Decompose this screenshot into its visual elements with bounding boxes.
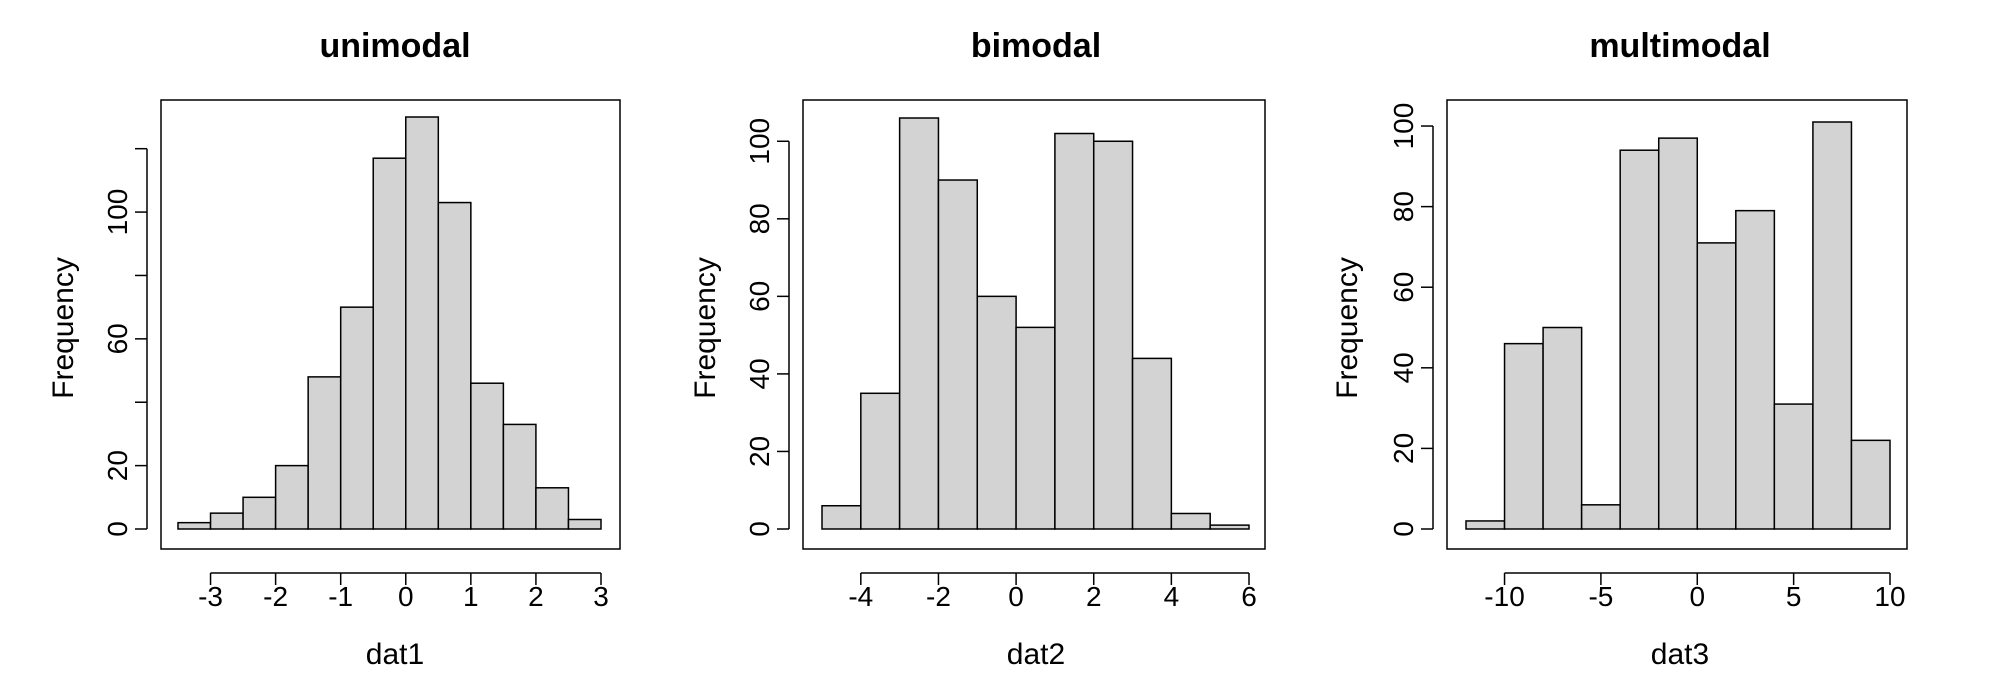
y-tick-label: 60 bbox=[744, 281, 775, 312]
histogram-bar bbox=[1131, 357, 1173, 530]
x-tick-label: -5 bbox=[1588, 581, 1613, 612]
panel-unimodal: unimodal dat1 Frequency -3 -2 -1 0 1 2 3 0 20 60 1… bbox=[47, 27, 621, 671]
y-tick-label: 20 bbox=[744, 436, 775, 467]
panel-multimodal: multimodal dat3 Frequency -10 -5 0 5 1002040… bbox=[1331, 27, 1908, 671]
x-tick-label: -10 bbox=[1484, 581, 1524, 612]
histogram-bar bbox=[1619, 149, 1660, 530]
histogram-bar bbox=[307, 376, 342, 530]
histogram-bar bbox=[1015, 326, 1056, 530]
histogram-bar bbox=[1542, 326, 1583, 530]
histogram-bar bbox=[470, 382, 505, 530]
plot-frame bbox=[802, 99, 1266, 550]
y-axis: 0 20 40 60 80 100 bbox=[744, 118, 790, 537]
y-tick-label: 20 bbox=[1388, 433, 1419, 464]
histogram-bar bbox=[177, 521, 212, 530]
histogram-bar bbox=[209, 512, 244, 530]
histogram-bar bbox=[1465, 520, 1506, 530]
histogram-bar bbox=[1735, 209, 1776, 530]
histogram-bar bbox=[1170, 512, 1211, 530]
histogram-bar bbox=[937, 179, 979, 530]
histogram-bar bbox=[535, 487, 570, 530]
bars bbox=[821, 117, 1250, 530]
x-tick-label: -2 bbox=[263, 581, 288, 612]
histogram-bar bbox=[502, 423, 537, 530]
x-tick-label: -3 bbox=[198, 581, 223, 612]
x-tick-label: 2 bbox=[1086, 581, 1102, 612]
y-tick-label: 0 bbox=[744, 521, 775, 537]
y-tick-label: 60 bbox=[102, 323, 133, 354]
x-tick-label: 0 bbox=[398, 581, 414, 612]
histogram-bar bbox=[437, 201, 472, 530]
histogram-bar bbox=[1209, 524, 1250, 530]
histogram-bar bbox=[372, 157, 407, 530]
x-axis: -3 -2 -1 0 1 2 3 bbox=[198, 572, 609, 612]
y-tick-label: 20 bbox=[102, 450, 133, 481]
x-tick-label: 1 bbox=[463, 581, 479, 612]
x-tick-label: 5 bbox=[1786, 581, 1802, 612]
y-axis-label: Frequency bbox=[47, 257, 80, 399]
histogram-bar bbox=[821, 504, 862, 530]
bars bbox=[177, 116, 602, 530]
histogram-bar bbox=[1092, 140, 1134, 530]
y-tick-label: 100 bbox=[102, 189, 133, 236]
y-tick-label: 0 bbox=[1388, 521, 1419, 537]
y-tick-label: 40 bbox=[744, 358, 775, 389]
histogram-bar bbox=[339, 306, 374, 530]
x-axis: -10 -5 0 5 10 bbox=[1484, 572, 1906, 612]
y-axis-label: Frequency bbox=[1331, 257, 1364, 399]
x-tick-label: -4 bbox=[848, 581, 873, 612]
x-axis-label: dat2 bbox=[1007, 638, 1065, 671]
histogram-bar bbox=[898, 117, 940, 530]
bars bbox=[1465, 121, 1891, 530]
x-tick-label: 2 bbox=[528, 581, 544, 612]
y-axis: 0 20 40 60 80 100 bbox=[1388, 103, 1434, 537]
x-axis: -4 -2 0 2 4 6 bbox=[848, 572, 1257, 612]
y-axis: 0 20 60 100 bbox=[102, 147, 148, 537]
y-tick-label: 0 bbox=[102, 521, 133, 537]
plot-frame bbox=[1446, 99, 1908, 550]
y-tick-label: 100 bbox=[1388, 103, 1419, 150]
x-axis-label: dat3 bbox=[1651, 638, 1709, 671]
histogram-bar bbox=[1657, 137, 1699, 530]
histogram-bar bbox=[567, 518, 602, 530]
x-tick-label: 3 bbox=[593, 581, 609, 612]
x-axis-label: dat1 bbox=[366, 638, 424, 671]
histogram-bar bbox=[274, 464, 309, 530]
histogram-bar bbox=[1580, 504, 1621, 530]
x-tick-label: 0 bbox=[1689, 581, 1705, 612]
chart-title: unimodal bbox=[319, 27, 470, 65]
histogram-bar bbox=[1054, 132, 1095, 530]
histogram-bar bbox=[405, 116, 440, 530]
chart-title: bimodal bbox=[971, 27, 1101, 65]
x-tick-label: 6 bbox=[1241, 581, 1257, 612]
histogram-bar bbox=[1503, 342, 1544, 530]
histogram-bar bbox=[1850, 439, 1891, 530]
y-tick-label: 80 bbox=[1388, 191, 1419, 222]
x-tick-label: 0 bbox=[1008, 581, 1024, 612]
histogram-bar bbox=[860, 392, 901, 530]
x-tick-label: 10 bbox=[1874, 581, 1905, 612]
x-tick-label: 4 bbox=[1164, 581, 1180, 612]
panel-bimodal: bimodal dat2 Frequency -4 -2 0 2 4 6020406080… bbox=[689, 27, 1266, 671]
histogram-bar bbox=[1696, 242, 1737, 530]
y-tick-label: 60 bbox=[1388, 272, 1419, 303]
x-tick-label: -2 bbox=[926, 581, 951, 612]
histogram-bar bbox=[242, 496, 277, 530]
y-tick-label: 100 bbox=[744, 118, 775, 165]
histogram-bar bbox=[1773, 403, 1814, 530]
y-axis-label: Frequency bbox=[689, 257, 722, 399]
histogram-bar bbox=[1812, 121, 1853, 530]
x-tick-label: -1 bbox=[328, 581, 353, 612]
y-tick-label: 80 bbox=[744, 203, 775, 234]
y-tick-label: 40 bbox=[1388, 352, 1419, 383]
chart-title: multimodal bbox=[1589, 27, 1770, 65]
histogram-bar bbox=[976, 295, 1017, 530]
plot-frame bbox=[160, 99, 621, 550]
